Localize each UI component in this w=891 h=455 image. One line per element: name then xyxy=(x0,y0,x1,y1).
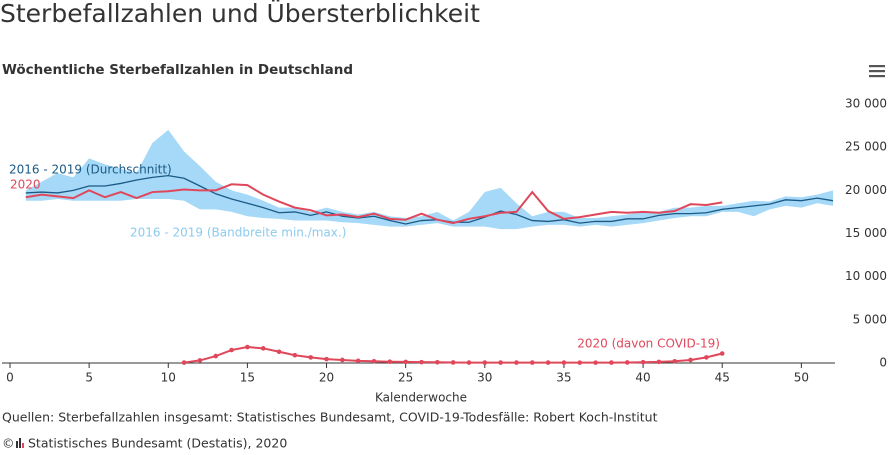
series-label: 2020 (davon COVID-19) xyxy=(577,337,720,351)
chart-title: Wöchentliche Sterbefallzahlen in Deutsch… xyxy=(2,62,353,78)
point xyxy=(672,358,678,364)
point xyxy=(545,360,551,365)
point xyxy=(181,360,187,365)
point xyxy=(498,360,503,365)
series-label: 2016 - 2019 (Bandbreite min./max.) xyxy=(130,226,346,240)
point xyxy=(688,357,693,363)
point xyxy=(593,360,598,365)
point xyxy=(292,352,298,358)
point xyxy=(403,359,408,365)
y-tick-label: 5 000 xyxy=(853,312,887,326)
icon-bar xyxy=(19,438,21,448)
point xyxy=(324,356,329,362)
y-tick-label: 25 000 xyxy=(845,140,887,154)
icon-bar xyxy=(16,441,18,448)
point xyxy=(514,360,519,365)
point xyxy=(213,353,219,359)
x-tick-label: 10 xyxy=(161,371,176,385)
point xyxy=(260,346,266,351)
x-tick-label: 50 xyxy=(794,371,809,385)
point xyxy=(704,355,709,360)
menu-bar[interactable] xyxy=(869,65,885,68)
menu-bar[interactable] xyxy=(869,75,885,78)
point xyxy=(466,360,472,365)
x-tick-label: 25 xyxy=(398,371,413,385)
point xyxy=(577,360,583,365)
x-tick-label: 30 xyxy=(477,371,492,385)
point xyxy=(371,358,377,364)
series-line xyxy=(25,183,723,225)
copyright: Statistisches Bundesamt (Destatis), 2020 xyxy=(28,436,287,451)
point xyxy=(609,360,614,365)
range-band xyxy=(25,129,834,230)
point xyxy=(435,360,440,365)
destatis-icon xyxy=(16,438,24,448)
series-label: 2016 - 2019 (Durchschnitt) xyxy=(9,163,172,177)
source: Quellen: Sterbefallzahlen insgesamt: Sta… xyxy=(2,410,658,425)
page-title: Sterbefallzahlen und Übersterblichkeit xyxy=(0,0,480,28)
point xyxy=(197,358,203,363)
point xyxy=(387,359,393,365)
point xyxy=(276,349,282,355)
point xyxy=(640,359,646,365)
x-tick-label: 20 xyxy=(319,371,334,385)
copyright-symbol: © xyxy=(2,436,15,451)
icon-bar xyxy=(22,443,24,448)
x-tick-label: 35 xyxy=(556,371,571,385)
x-axis-label: Kalenderwoche xyxy=(375,391,467,405)
point xyxy=(308,355,314,360)
point xyxy=(624,360,630,365)
x-tick-label: 45 xyxy=(715,371,730,385)
point xyxy=(529,360,535,365)
point xyxy=(656,359,662,365)
x-tick-label: 0 xyxy=(6,371,14,385)
point xyxy=(419,359,424,365)
y-tick-label: 10 000 xyxy=(845,269,887,283)
x-tick-label: 15 xyxy=(240,371,255,385)
y-tick-label: 20 000 xyxy=(845,183,887,197)
series-line xyxy=(25,175,834,225)
x-tick-label: 5 xyxy=(85,371,93,385)
point xyxy=(482,360,488,365)
series-label: 2020 xyxy=(10,178,41,192)
point xyxy=(229,347,234,353)
point xyxy=(340,357,345,363)
point xyxy=(450,360,456,365)
point xyxy=(561,360,567,365)
menu-bar[interactable] xyxy=(869,70,885,73)
point xyxy=(719,351,725,356)
y-tick-label: 0 xyxy=(879,356,887,370)
menu-button[interactable] xyxy=(868,62,886,78)
point xyxy=(355,358,361,364)
point xyxy=(245,344,250,350)
y-tick-label: 30 000 xyxy=(845,97,887,111)
y-tick-label: 15 000 xyxy=(845,226,887,240)
x-tick-label: 40 xyxy=(635,371,650,385)
